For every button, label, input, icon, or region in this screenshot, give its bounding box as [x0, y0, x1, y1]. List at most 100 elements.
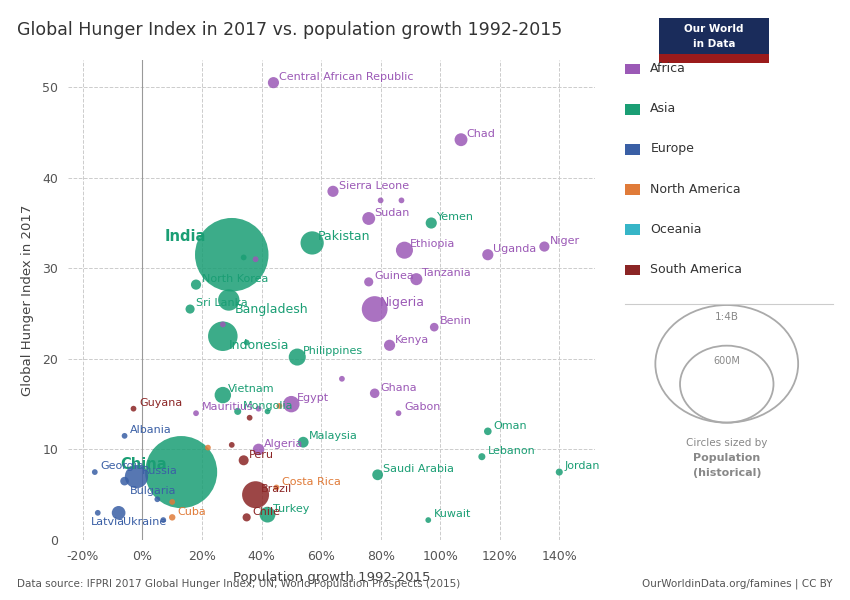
Text: Malaysia: Malaysia [309, 431, 358, 442]
Point [475, 452, 489, 461]
Text: Cuba: Cuba [178, 506, 207, 517]
Point [424, 218, 438, 228]
Point [285, 400, 298, 409]
Point [150, 494, 164, 504]
Text: Kenya: Kenya [395, 335, 429, 344]
Point [552, 467, 566, 477]
Point [216, 331, 230, 341]
Point [261, 510, 275, 520]
X-axis label: Population growth 1992-2015: Population growth 1992-2015 [233, 571, 430, 584]
Text: Peru: Peru [249, 449, 275, 460]
Text: Kuwait: Kuwait [434, 509, 471, 519]
Text: Lebanon: Lebanon [487, 446, 536, 456]
Text: Niger: Niger [550, 236, 580, 246]
Point [422, 515, 435, 525]
Text: Oceania: Oceania [650, 223, 702, 236]
Point [537, 242, 551, 251]
Point [88, 467, 102, 477]
Point [291, 352, 304, 362]
Text: OurWorldinData.org/famines | CC BY: OurWorldinData.org/famines | CC BY [643, 578, 833, 589]
Point [374, 196, 388, 205]
Text: Europe: Europe [650, 142, 694, 155]
Point [362, 214, 376, 223]
Text: Our World: Our World [684, 24, 744, 34]
Point [410, 274, 423, 284]
Text: Africa: Africa [650, 62, 686, 75]
Text: Circles sized by: Circles sized by [686, 438, 768, 448]
Text: Russia: Russia [142, 466, 178, 476]
Text: Global Hunger Index in 2017 vs. population growth 1992-2015: Global Hunger Index in 2017 vs. populati… [17, 21, 562, 39]
Text: Mauritius: Mauritius [201, 403, 253, 412]
Point [225, 250, 239, 260]
Point [368, 304, 382, 314]
Text: Sierra Leone: Sierra Leone [338, 181, 409, 191]
Point [91, 508, 105, 518]
Text: Guyana: Guyana [139, 398, 182, 408]
Point [481, 250, 495, 260]
Y-axis label: Global Hunger Index in 2017: Global Hunger Index in 2017 [21, 205, 34, 395]
Text: Chile: Chile [252, 506, 280, 517]
Point [127, 404, 140, 413]
Point [481, 427, 495, 436]
Text: Brazil: Brazil [261, 484, 292, 494]
Text: China: China [120, 457, 167, 472]
Point [269, 482, 283, 492]
Point [222, 295, 235, 305]
Point [398, 245, 411, 255]
Text: Tanzania: Tanzania [422, 268, 471, 278]
Text: Saudi Arabia: Saudi Arabia [383, 464, 454, 474]
Point [237, 455, 251, 465]
Point [243, 413, 257, 422]
Point [428, 322, 441, 332]
Point [249, 490, 263, 500]
Point [166, 497, 179, 507]
Point [362, 277, 376, 287]
Point [252, 404, 265, 413]
Text: Sudan: Sudan [374, 208, 410, 218]
Text: Georgia: Georgia [100, 461, 144, 471]
Point [237, 253, 251, 262]
Text: Nigeria: Nigeria [380, 296, 425, 309]
Text: Benin: Benin [439, 316, 472, 326]
Text: Philippines: Philippines [303, 346, 363, 356]
Point [216, 320, 230, 329]
Point [130, 472, 144, 481]
Point [190, 409, 203, 418]
Point [454, 135, 468, 145]
Text: Ethiopia: Ethiopia [410, 239, 456, 250]
Text: Asia: Asia [650, 102, 677, 115]
Text: (historical): (historical) [693, 468, 761, 478]
Text: Ukraine: Ukraine [122, 517, 166, 527]
Point [216, 390, 230, 400]
Text: South America: South America [650, 263, 742, 276]
Text: Indonesia: Indonesia [229, 339, 289, 352]
Point [368, 388, 382, 398]
Point [201, 443, 215, 452]
Text: Yemen: Yemen [437, 212, 473, 222]
Text: North Korea: North Korea [201, 274, 268, 284]
Point [267, 78, 280, 88]
Point [231, 407, 245, 416]
Text: 600M: 600M [713, 356, 740, 366]
Text: Ghana: Ghana [380, 383, 416, 392]
Point [335, 374, 348, 383]
Point [297, 437, 310, 447]
Point [240, 338, 253, 347]
Point [118, 476, 132, 486]
Text: Costa Rica: Costa Rica [282, 476, 341, 487]
Point [326, 187, 340, 196]
Text: Algeria: Algeria [264, 439, 303, 449]
Point [190, 280, 203, 289]
FancyBboxPatch shape [659, 18, 769, 54]
Text: Sri Lanka: Sri Lanka [196, 298, 247, 308]
Text: 1:4B: 1:4B [715, 312, 739, 322]
Text: Bulgaria: Bulgaria [130, 485, 177, 496]
Text: in Data: in Data [693, 39, 735, 49]
Text: Uganda: Uganda [493, 244, 536, 254]
Text: North America: North America [650, 182, 741, 196]
Text: Albania: Albania [130, 425, 172, 435]
Point [174, 467, 188, 477]
Text: Jordan: Jordan [565, 461, 600, 471]
Point [112, 508, 126, 518]
Point [252, 445, 265, 454]
